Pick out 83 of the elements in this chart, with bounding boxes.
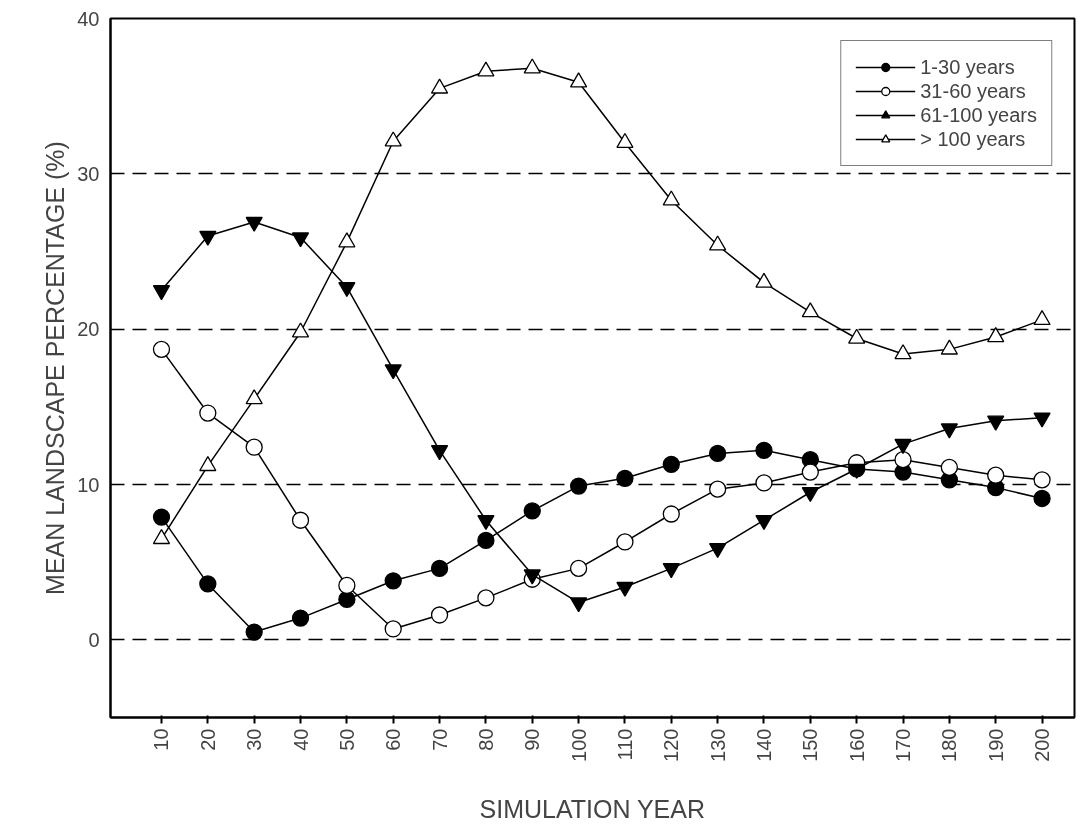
x-tick-label: 160	[845, 728, 868, 762]
point	[245, 438, 263, 456]
point	[152, 508, 171, 526]
point	[1033, 489, 1051, 508]
point	[1033, 309, 1051, 326]
point	[245, 623, 263, 641]
point	[199, 575, 217, 593]
point	[616, 469, 634, 487]
x-tick-label: 150	[799, 728, 822, 762]
x-tick-label: 70	[428, 728, 451, 751]
point	[662, 505, 680, 523]
x-tick-label: 120	[660, 728, 683, 762]
x-tick-label: 140	[752, 728, 775, 762]
x-tick-label: 190	[984, 728, 1007, 762]
point	[848, 328, 866, 344]
point	[569, 477, 588, 495]
x-tick-label: 60	[382, 728, 405, 751]
x-tick-label: 80	[474, 728, 497, 751]
point	[384, 131, 402, 147]
x-tick-label: 180	[938, 728, 961, 762]
point	[477, 531, 495, 550]
x-tick-label: 200	[1031, 728, 1054, 762]
point	[291, 609, 310, 627]
y-tick-label: 40	[77, 7, 100, 30]
point	[152, 340, 171, 358]
point	[616, 132, 634, 149]
y-tick-label: 30	[77, 162, 100, 185]
point	[662, 190, 680, 206]
x-tick-label: 40	[289, 728, 312, 751]
legend-label: 1-30 years	[920, 55, 1015, 79]
point	[291, 322, 310, 338]
x-tick-label: 90	[521, 728, 544, 751]
point	[1033, 471, 1051, 489]
x-tick-label: 20	[196, 728, 219, 751]
point	[801, 463, 819, 481]
point	[662, 455, 680, 473]
x-tick-label: 130	[706, 728, 729, 762]
point	[199, 404, 217, 422]
point	[755, 441, 773, 459]
x-tick-label: 30	[243, 728, 266, 751]
x-tick-label: 110	[613, 728, 636, 761]
point	[755, 474, 773, 492]
point	[523, 58, 541, 74]
point	[987, 327, 1005, 343]
point	[616, 533, 634, 551]
point	[477, 61, 495, 77]
point	[338, 232, 356, 248]
point	[569, 559, 588, 578]
point	[384, 620, 402, 638]
point	[199, 455, 217, 472]
y-tick-label: 10	[77, 473, 100, 496]
x-tick-label: 50	[335, 728, 358, 751]
x-axis-title: SIMULATION YEAR	[479, 794, 706, 823]
y-tick-label: 0	[88, 628, 100, 651]
point	[338, 576, 356, 595]
legend-label: 31-60 years	[920, 79, 1026, 103]
legend-label: 61-100 years	[920, 103, 1037, 127]
y-tick-label: 20	[77, 318, 100, 341]
point	[894, 451, 912, 469]
legend-label: > 100 years	[920, 127, 1026, 151]
point	[708, 480, 727, 498]
point	[384, 572, 402, 590]
point	[477, 589, 495, 607]
point	[430, 78, 449, 94]
x-tick-label: 100	[567, 728, 590, 762]
point	[987, 466, 1005, 484]
point	[569, 72, 588, 88]
point	[708, 235, 727, 251]
point	[708, 444, 727, 463]
y-axis-title: MEAN LANDSCAPE PERCENTAGE (%)	[41, 141, 70, 595]
x-tick-label: 10	[150, 728, 173, 751]
point	[940, 339, 959, 355]
point	[894, 344, 912, 360]
point	[245, 389, 263, 405]
x-tick-label: 170	[892, 728, 915, 762]
point	[430, 559, 449, 578]
point	[291, 511, 310, 529]
point	[430, 606, 449, 624]
point	[523, 502, 541, 520]
point	[940, 458, 959, 477]
point	[616, 581, 634, 597]
point	[755, 272, 773, 288]
point	[801, 302, 819, 318]
